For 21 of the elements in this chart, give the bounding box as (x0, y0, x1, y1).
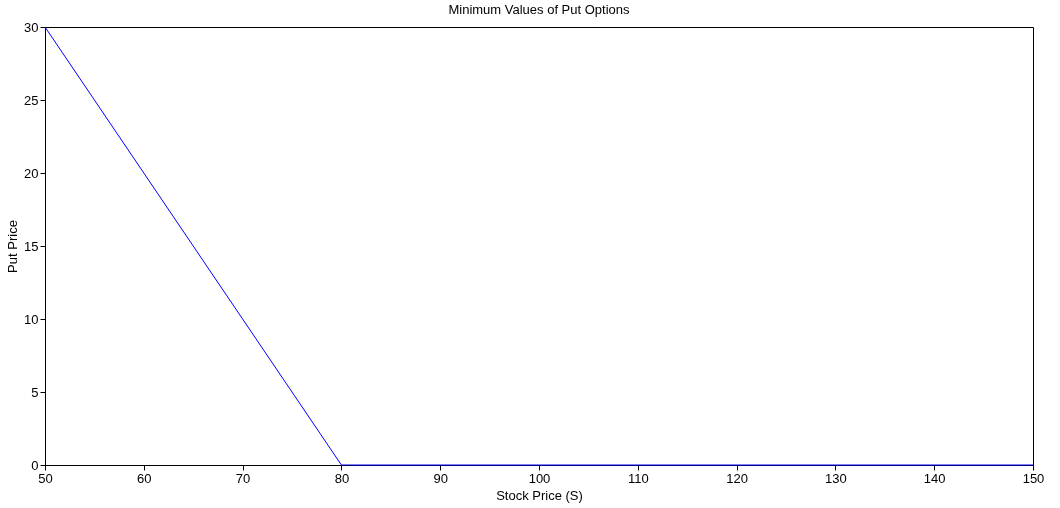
chart-title: Minimum Values of Put Options (448, 2, 631, 17)
y-tick-label: 30 (24, 19, 39, 35)
x-tick-label: 50 (38, 470, 53, 486)
x-tick-label: 140 (923, 470, 946, 486)
x-tick-label: 100 (528, 470, 551, 486)
y-tick-label: 25 (24, 92, 39, 108)
x-tick-label: 110 (627, 470, 649, 486)
x-tick-label: 70 (235, 470, 251, 486)
y-tick-label: 10 (24, 311, 39, 327)
y-tick-label: 0 (31, 457, 39, 473)
y-tick-label: 5 (31, 384, 39, 400)
x-tick-label: 130 (825, 470, 847, 486)
y-tick-label: 20 (24, 165, 39, 181)
y-tick-label: 15 (24, 238, 39, 254)
x-tick-label: 80 (334, 470, 350, 486)
x-tick-label: 90 (433, 470, 448, 486)
x-axis-title: Stock Price (S) (496, 487, 583, 503)
y-axis-title: Put Price (5, 220, 21, 273)
x-tick-label: 120 (726, 470, 748, 486)
x-tick-label: 60 (137, 470, 152, 486)
x-tick-label: 150 (1022, 470, 1045, 486)
